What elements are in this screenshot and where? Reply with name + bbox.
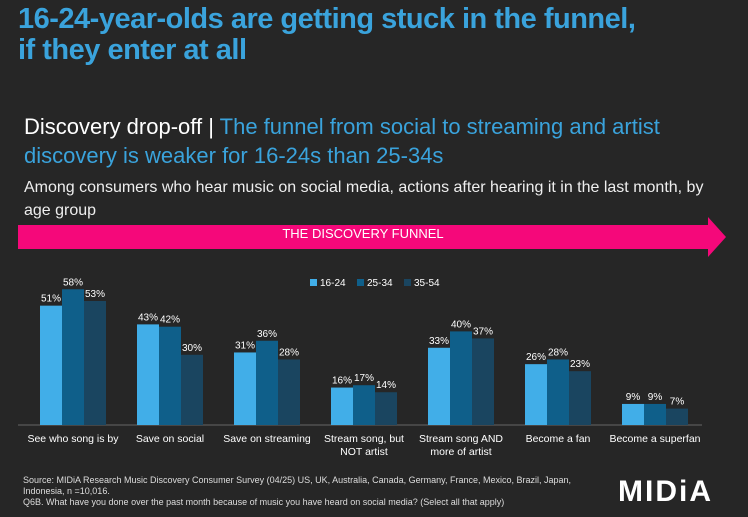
data-label: 40% xyxy=(451,319,471,330)
data-label: 51% xyxy=(41,294,61,305)
data-label: 36% xyxy=(257,329,277,340)
data-label: 28% xyxy=(279,347,299,358)
legend-label: 25-34 xyxy=(367,278,393,289)
data-label: 31% xyxy=(235,340,255,351)
bar-16-24 xyxy=(622,403,644,425)
bar-16-24 xyxy=(428,347,450,425)
bar-35-54 xyxy=(666,408,688,425)
category-label: Stream song, but xyxy=(324,433,404,445)
data-label: 43% xyxy=(138,312,158,323)
category-label: Become a superfan xyxy=(609,433,700,445)
chart-subtitle: Discovery drop-off | The funnel from soc… xyxy=(24,112,724,170)
data-label: 42% xyxy=(160,315,180,326)
bar-25-34 xyxy=(547,359,569,425)
source-note: Source: MIDiA Research Music Discovery C… xyxy=(23,475,593,508)
bar-16-24 xyxy=(40,305,62,425)
funnel-label: THE DISCOVERY FUNNEL xyxy=(282,226,444,241)
data-label: 14% xyxy=(376,380,396,391)
bar-25-34 xyxy=(450,331,472,425)
category-label: Stream song AND xyxy=(419,433,503,445)
question-text: Q6B. What have you done over the past mo… xyxy=(23,497,505,507)
bar-16-24 xyxy=(331,387,353,425)
data-label: 23% xyxy=(570,359,590,370)
category-label: Save on social xyxy=(136,433,204,445)
data-label: 58% xyxy=(63,277,83,288)
bar-chart: 51%58%53% See who song is by 43% 42% 30% Save… xyxy=(18,277,702,458)
data-label: 9% xyxy=(626,392,641,403)
legend-label: 16-24 xyxy=(320,278,346,289)
funnel-arrow xyxy=(18,217,726,257)
category-label: Save on streaming xyxy=(223,433,311,445)
bar-35-54 xyxy=(375,392,397,425)
subtitle-bold: Discovery drop-off | xyxy=(24,114,220,139)
midia-logo: MIDiA xyxy=(618,475,713,508)
data-label: 7% xyxy=(670,397,685,408)
category-label: See who song is by xyxy=(27,433,119,445)
bar-35-54 xyxy=(569,371,591,425)
source-text: Source: MIDiA Research Music Discovery C… xyxy=(23,475,572,496)
legend-swatch xyxy=(404,279,411,286)
bar-16-24 xyxy=(234,352,256,425)
data-label: 26% xyxy=(526,352,546,363)
data-label: 30% xyxy=(182,343,202,354)
page-title: 16-24-year-olds are getting stuck in the… xyxy=(18,3,636,66)
legend-swatch xyxy=(310,279,317,286)
category-label: NOT artist xyxy=(340,446,388,458)
category-label: more of artist xyxy=(430,446,491,458)
data-label: 28% xyxy=(548,347,568,358)
data-label: 37% xyxy=(473,326,493,337)
bar-25-34 xyxy=(256,340,278,425)
bar-25-34 xyxy=(353,385,375,425)
bar-25-34 xyxy=(644,403,666,425)
data-label: 17% xyxy=(354,373,374,384)
bar-35-54 xyxy=(181,354,203,425)
data-label: 53% xyxy=(85,289,105,300)
legend-swatch xyxy=(357,279,364,286)
category-label: Become a fan xyxy=(526,433,591,445)
bar-35-54 xyxy=(472,338,494,425)
chart-description: Among consumers who hear music on social… xyxy=(24,179,704,219)
bar-16-24 xyxy=(137,324,159,425)
bar-25-34 xyxy=(159,326,181,425)
legend-label: 35-54 xyxy=(414,278,440,289)
subtitle-rest: The funnel from social to streaming and … xyxy=(24,114,660,168)
data-label: 9% xyxy=(648,392,663,403)
data-label: 16% xyxy=(332,376,352,387)
bar-35-54 xyxy=(278,359,300,425)
bar-35-54 xyxy=(84,300,106,425)
bar-25-34 xyxy=(62,289,84,425)
bar-16-24 xyxy=(525,364,547,425)
data-label: 33% xyxy=(429,336,449,347)
